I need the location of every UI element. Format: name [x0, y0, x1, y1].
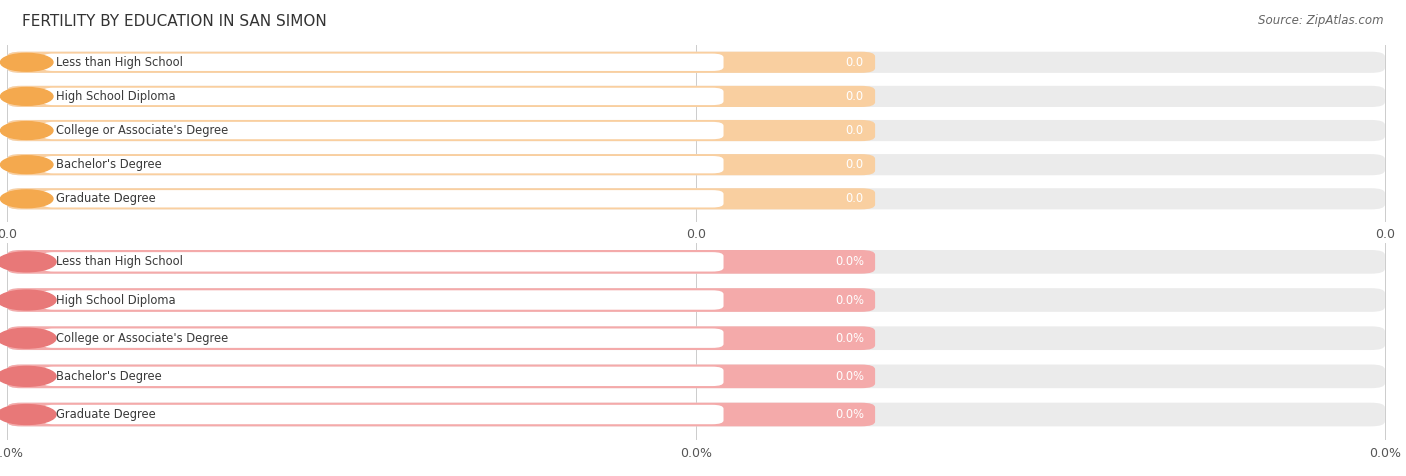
FancyBboxPatch shape: [7, 52, 875, 73]
Text: College or Associate's Degree: College or Associate's Degree: [56, 124, 229, 137]
Text: Graduate Degree: Graduate Degree: [56, 192, 156, 205]
FancyBboxPatch shape: [7, 154, 875, 175]
Circle shape: [0, 122, 53, 139]
Text: 0.0%: 0.0%: [835, 294, 863, 307]
FancyBboxPatch shape: [42, 367, 724, 386]
Text: 0.0: 0.0: [846, 158, 863, 171]
FancyBboxPatch shape: [42, 122, 724, 139]
Text: 0.0%: 0.0%: [681, 447, 711, 460]
Text: 0.0%: 0.0%: [835, 255, 863, 268]
Text: 0.0%: 0.0%: [1369, 447, 1400, 460]
Circle shape: [0, 156, 53, 174]
FancyBboxPatch shape: [7, 365, 875, 388]
Circle shape: [0, 190, 53, 208]
FancyBboxPatch shape: [7, 365, 1385, 388]
FancyBboxPatch shape: [7, 327, 1385, 350]
FancyBboxPatch shape: [7, 120, 1385, 141]
FancyBboxPatch shape: [7, 403, 875, 426]
Text: College or Associate's Degree: College or Associate's Degree: [56, 332, 229, 345]
Text: High School Diploma: High School Diploma: [56, 90, 176, 103]
Circle shape: [0, 88, 53, 105]
Text: High School Diploma: High School Diploma: [56, 294, 176, 307]
Text: Source: ZipAtlas.com: Source: ZipAtlas.com: [1258, 14, 1384, 27]
Text: Less than High School: Less than High School: [56, 255, 183, 268]
FancyBboxPatch shape: [7, 188, 875, 209]
FancyBboxPatch shape: [42, 54, 724, 71]
FancyBboxPatch shape: [7, 188, 1385, 209]
FancyBboxPatch shape: [7, 52, 1385, 73]
FancyBboxPatch shape: [42, 190, 724, 208]
FancyBboxPatch shape: [7, 120, 875, 141]
FancyBboxPatch shape: [7, 288, 1385, 312]
FancyBboxPatch shape: [7, 250, 1385, 274]
FancyBboxPatch shape: [42, 88, 724, 105]
Text: Bachelor's Degree: Bachelor's Degree: [56, 370, 162, 383]
Text: 0.0: 0.0: [0, 228, 17, 241]
Text: 0.0: 0.0: [1375, 228, 1395, 241]
FancyBboxPatch shape: [7, 403, 1385, 426]
Circle shape: [0, 252, 56, 272]
Circle shape: [0, 367, 56, 387]
Circle shape: [0, 53, 53, 71]
Text: FERTILITY BY EDUCATION IN SAN SIMON: FERTILITY BY EDUCATION IN SAN SIMON: [22, 14, 328, 30]
FancyBboxPatch shape: [42, 405, 724, 424]
Text: 0.0%: 0.0%: [835, 408, 863, 421]
FancyBboxPatch shape: [7, 288, 875, 312]
Text: 0.0%: 0.0%: [0, 447, 22, 460]
Circle shape: [0, 405, 56, 425]
FancyBboxPatch shape: [7, 86, 875, 107]
FancyBboxPatch shape: [42, 328, 724, 348]
FancyBboxPatch shape: [42, 252, 724, 271]
FancyBboxPatch shape: [7, 250, 875, 274]
Text: 0.0: 0.0: [846, 90, 863, 103]
Text: 0.0: 0.0: [686, 228, 706, 241]
Text: 0.0: 0.0: [846, 124, 863, 137]
Text: 0.0%: 0.0%: [835, 370, 863, 383]
FancyBboxPatch shape: [42, 156, 724, 173]
Text: 0.0: 0.0: [846, 192, 863, 205]
FancyBboxPatch shape: [7, 86, 1385, 107]
Text: Bachelor's Degree: Bachelor's Degree: [56, 158, 162, 171]
Text: 0.0%: 0.0%: [835, 332, 863, 345]
Text: 0.0: 0.0: [846, 56, 863, 69]
FancyBboxPatch shape: [7, 327, 875, 350]
Circle shape: [0, 290, 56, 310]
FancyBboxPatch shape: [7, 154, 1385, 175]
Text: Less than High School: Less than High School: [56, 56, 183, 69]
Circle shape: [0, 328, 56, 348]
Text: Graduate Degree: Graduate Degree: [56, 408, 156, 421]
FancyBboxPatch shape: [42, 290, 724, 310]
